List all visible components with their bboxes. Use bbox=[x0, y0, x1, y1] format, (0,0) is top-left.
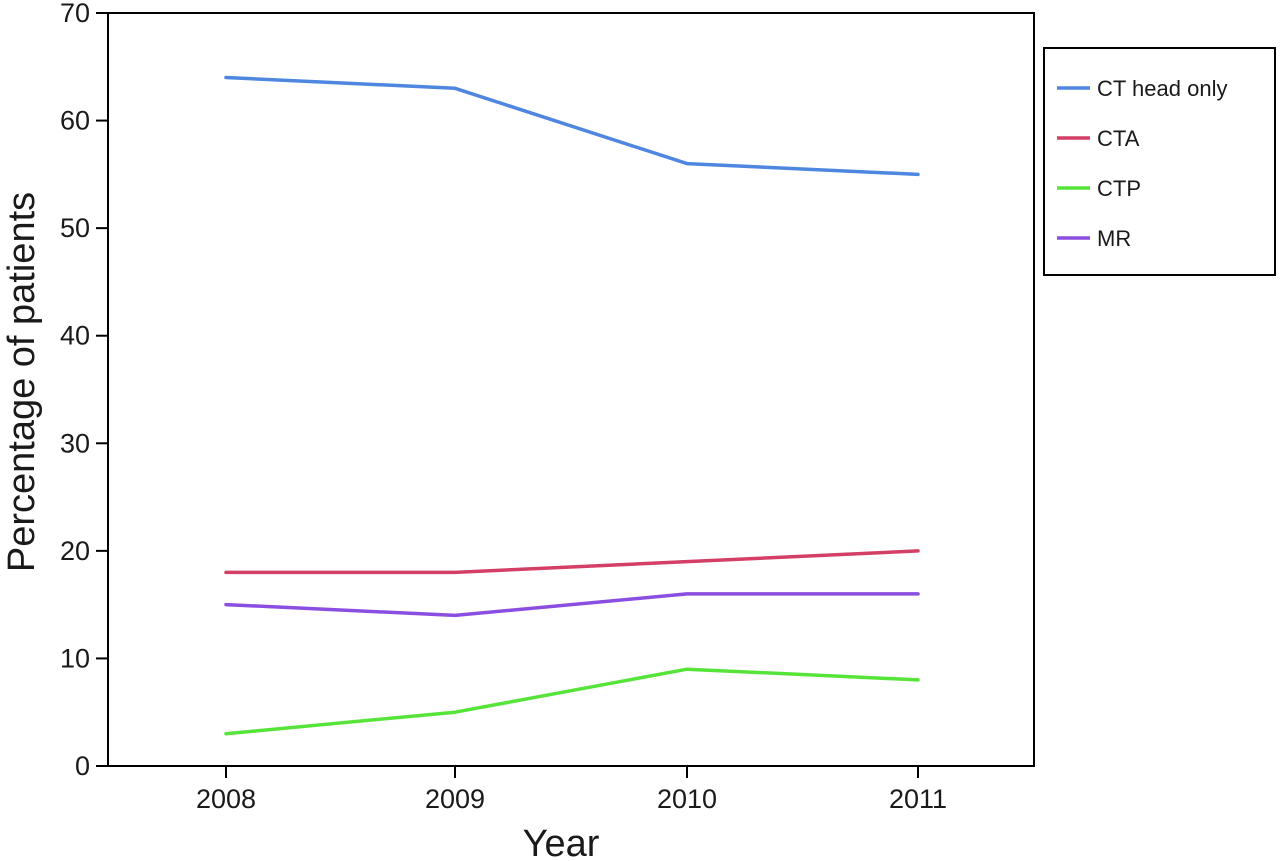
series-line-cta bbox=[224, 549, 920, 575]
legend-box bbox=[1043, 47, 1276, 276]
series-line-ctp bbox=[224, 667, 920, 736]
plot-area-frame bbox=[107, 12, 1035, 767]
y-axis: 0 10 20 30 40 50 60 70 bbox=[60, 0, 108, 781]
y-tick-label: 40 bbox=[60, 321, 90, 351]
y-axis-title: Percentage of patients bbox=[1, 192, 43, 572]
x-tick-label: 2009 bbox=[425, 784, 485, 814]
series-line-mr bbox=[224, 592, 920, 618]
x-tick-label: 2010 bbox=[657, 784, 717, 814]
legend: CT head only CTA CTP MR bbox=[1043, 47, 1276, 276]
y-tick-label: 50 bbox=[60, 213, 90, 243]
legend-label: CTP bbox=[1097, 176, 1141, 201]
x-axis-title: Year bbox=[523, 823, 600, 861]
series-lines bbox=[224, 75, 920, 736]
x-axis: 2008 2009 2010 2011 bbox=[196, 766, 947, 814]
y-tick-label: 10 bbox=[60, 643, 90, 673]
legend-label: CTA bbox=[1097, 126, 1140, 151]
legend-label: MR bbox=[1097, 226, 1131, 251]
y-tick-label: 30 bbox=[60, 428, 90, 458]
y-tick-label: 60 bbox=[60, 106, 90, 136]
x-tick-label: 2011 bbox=[889, 784, 947, 814]
x-tick-label: 2008 bbox=[196, 784, 256, 814]
legend-label: CT head only bbox=[1097, 76, 1227, 101]
y-tick-label: 20 bbox=[60, 536, 90, 566]
y-tick-label: 0 bbox=[75, 751, 90, 781]
series-line-ct-head-only bbox=[224, 75, 920, 177]
y-tick-label: 70 bbox=[60, 0, 90, 28]
